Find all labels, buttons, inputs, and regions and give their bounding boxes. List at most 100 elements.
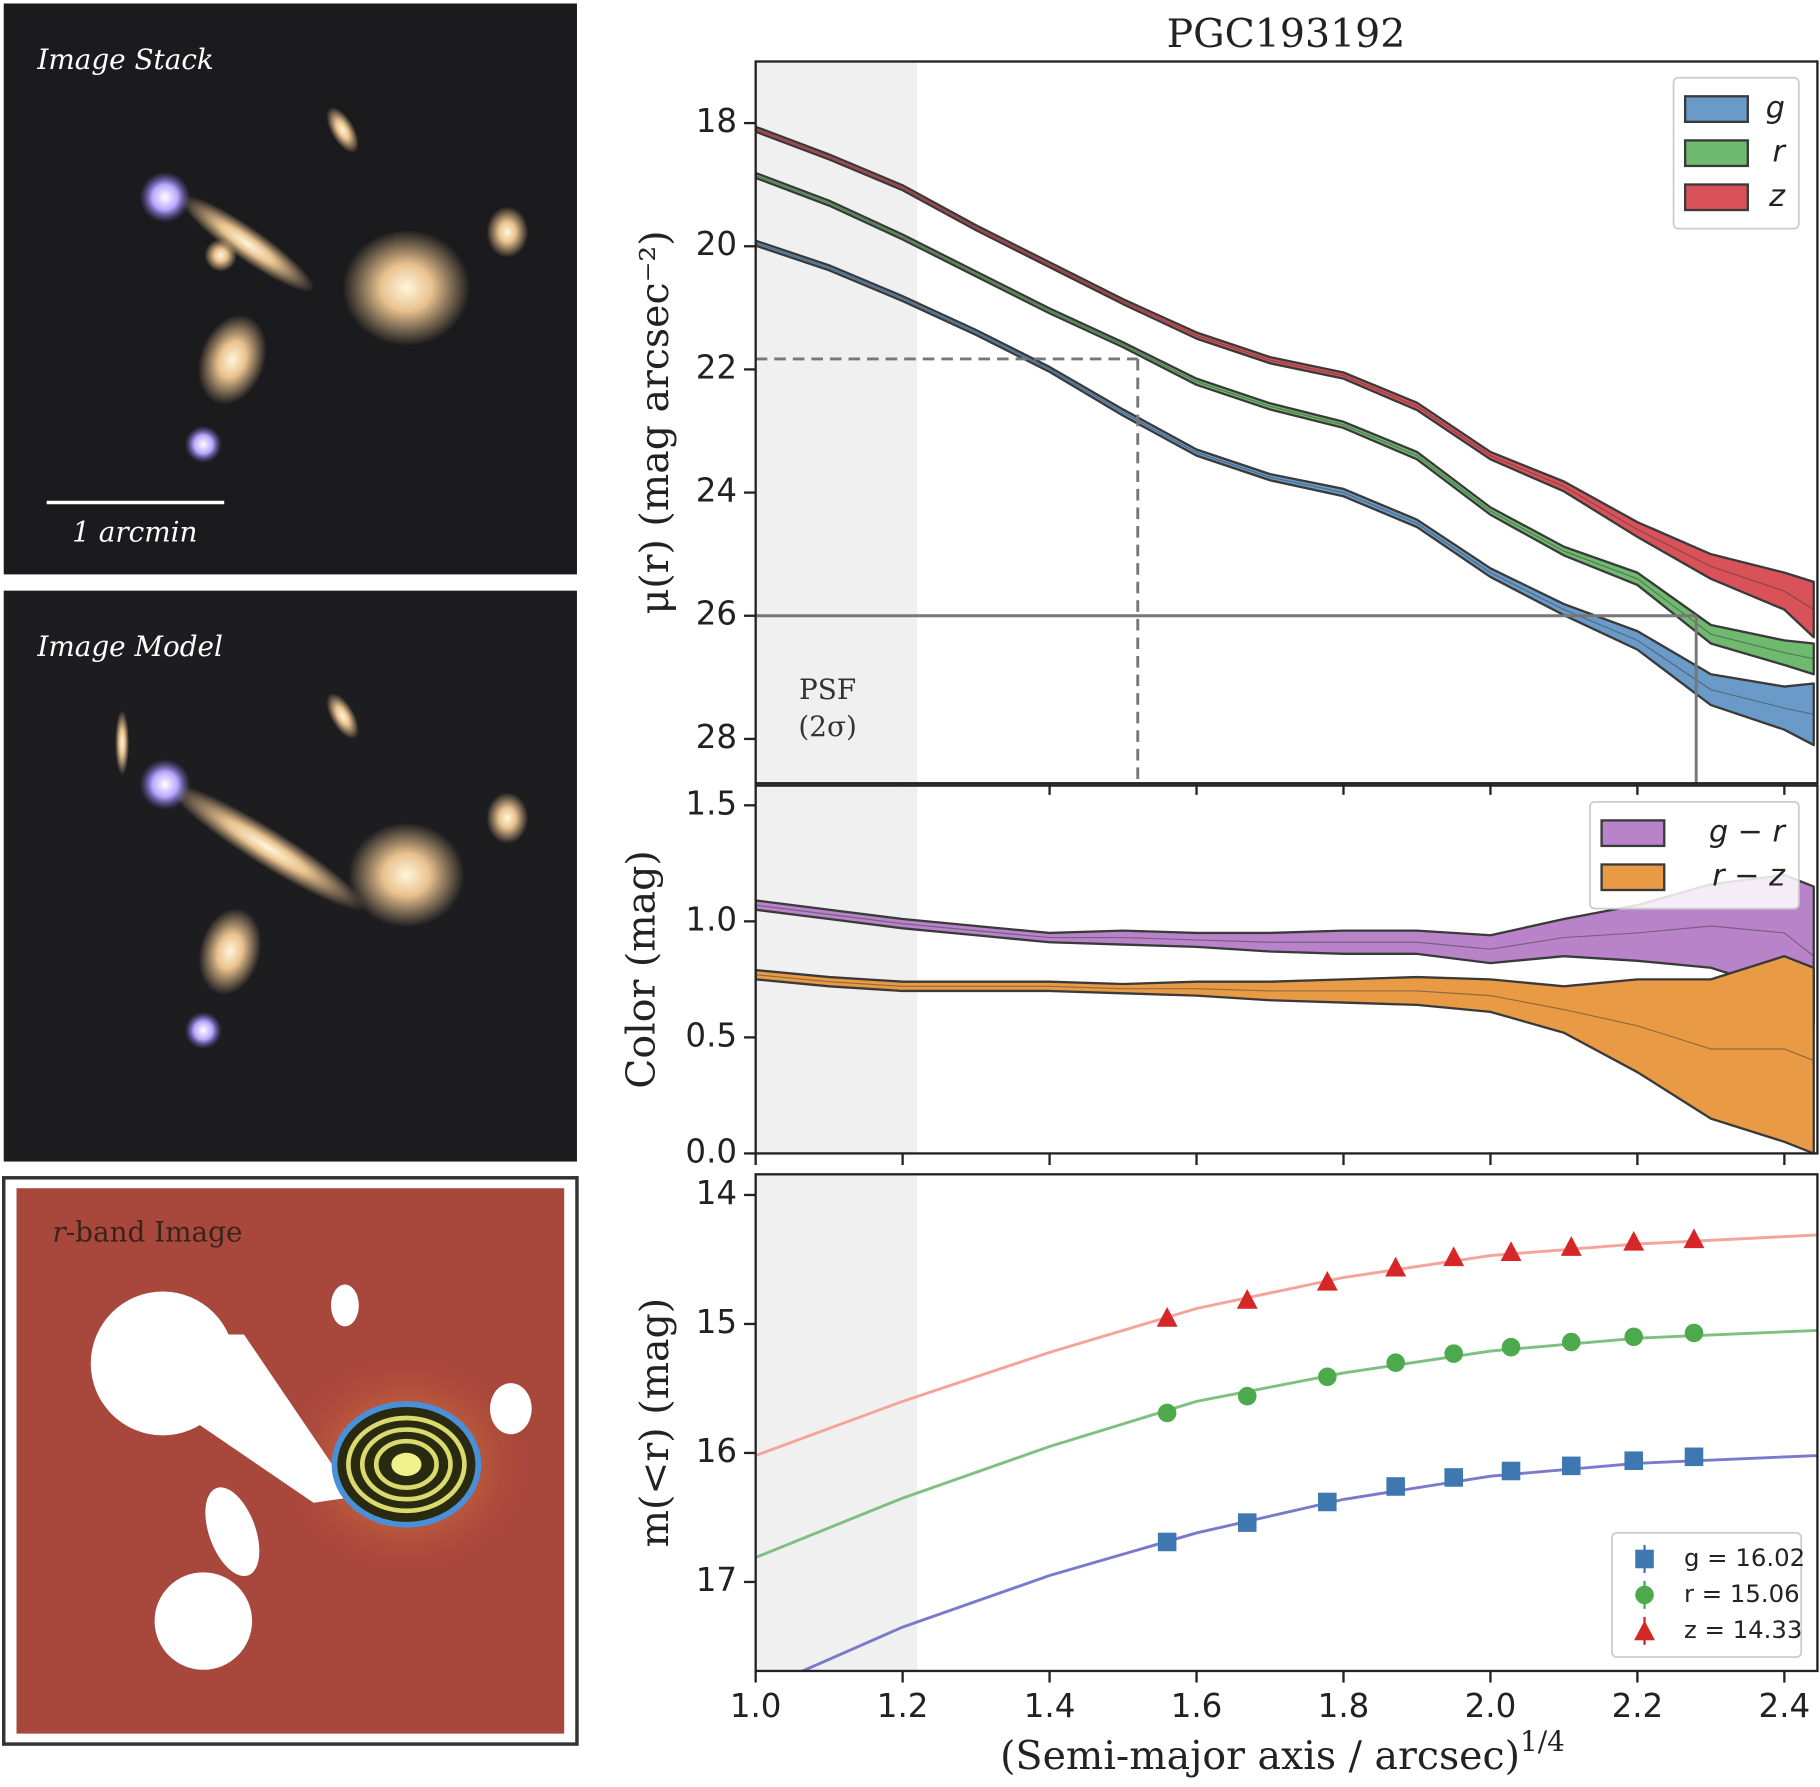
y-tick-label: 15: [696, 1303, 737, 1341]
fit-line: [755, 1328, 1818, 1559]
y-tick-label: 28: [696, 718, 737, 756]
profile-line: [755, 174, 1814, 660]
psf-region: [755, 785, 918, 1154]
point: [1501, 1337, 1521, 1357]
point: [1684, 1447, 1704, 1467]
image-label: r-band Image: [52, 1215, 242, 1248]
legend-swatch: [1600, 819, 1666, 848]
point: [1560, 1236, 1582, 1256]
point: [1237, 1386, 1257, 1406]
y-axis-label: μ(r) (mag arcsec⁻²): [632, 230, 678, 614]
fit-line: [799, 1454, 1818, 1671]
legend-label: g: [1766, 91, 1785, 126]
point: [1624, 1451, 1644, 1470]
point: [1157, 1403, 1177, 1423]
image-label: Image Stack: [36, 43, 213, 76]
point: [1561, 1332, 1581, 1352]
y-tick-label: 22: [696, 348, 737, 386]
psf-label: (2σ): [798, 710, 856, 743]
point: [1443, 1246, 1465, 1267]
legend-label: r = 15.06: [1684, 1579, 1800, 1608]
x-tick-label: 1.8: [1318, 1687, 1370, 1725]
y-tick-label: 0.5: [685, 1016, 737, 1054]
image-label-text: -band Image: [66, 1215, 243, 1248]
error-band: [755, 125, 1815, 639]
y-axis-label: Color (mag): [618, 850, 664, 1089]
y-tick-label: 1.0: [685, 900, 737, 938]
legend-swatch: [1683, 95, 1749, 124]
x-tick-label: 1.6: [1171, 1687, 1223, 1725]
r-band-image: r-band Image: [1, 1176, 579, 1746]
y-tick-label: 26: [696, 595, 737, 633]
fit-line: [755, 1233, 1818, 1457]
x-tick-label: 1.0: [730, 1687, 782, 1725]
point: [1501, 1461, 1521, 1481]
scale-label: 1 arcmin: [72, 515, 197, 548]
y-tick-label: 16: [696, 1432, 737, 1470]
point: [1624, 1327, 1644, 1347]
legend-label: g = 16.02: [1684, 1543, 1805, 1572]
point: [1444, 1468, 1463, 1487]
x-axis-label-superscript: 1/4: [1520, 1724, 1565, 1757]
band-label: r: [52, 1215, 67, 1248]
x-tick-label: 1.4: [1024, 1687, 1076, 1725]
legend-swatch: [1683, 183, 1749, 212]
point: [1635, 1549, 1654, 1569]
y-tick-label: 14: [696, 1174, 737, 1212]
profile-line: [755, 242, 1814, 715]
error-band: [755, 171, 1815, 676]
point: [1561, 1456, 1581, 1476]
point: [1386, 1477, 1405, 1496]
point: [1683, 1228, 1705, 1249]
point: [1386, 1353, 1405, 1372]
axes-frame: [754, 784, 1819, 1155]
y-tick-label: 17: [696, 1561, 737, 1599]
legend-swatch: [1600, 863, 1666, 892]
x-tick-label: 2.0: [1465, 1687, 1517, 1725]
legend-box: [1611, 1532, 1803, 1658]
profile-line: [755, 128, 1815, 611]
plot-area: [755, 873, 1815, 1154]
point: [1634, 1620, 1655, 1641]
image-stack: Image Stack 1 arcmin: [3, 3, 577, 575]
profile-line: [755, 974, 1814, 1062]
legend-label: g − r: [1709, 815, 1787, 850]
x-axis-label: (Semi-major axis / arcsec)1/4: [1000, 1724, 1565, 1779]
image-model: Image Model: [3, 590, 577, 1162]
x-tick-label: 2.2: [1612, 1687, 1664, 1725]
error-band: [755, 955, 1815, 1154]
image-label: Image Model: [36, 630, 223, 663]
y-tick-label: 18: [696, 102, 737, 140]
point: [1316, 1270, 1338, 1291]
y-tick-label: 1.5: [685, 784, 737, 822]
point: [1500, 1241, 1522, 1261]
error-band: [755, 239, 1815, 747]
y-tick-label: 24: [696, 472, 737, 510]
chart-title: PGC193192: [1167, 11, 1406, 57]
psf-label: PSF: [799, 673, 856, 706]
point: [1684, 1323, 1704, 1343]
legend-label: z = 14.33: [1684, 1615, 1802, 1644]
y-tick-label: 20: [696, 225, 737, 263]
psf-region: [755, 1174, 918, 1671]
profile-line: [755, 904, 1815, 957]
plot-area: [755, 1228, 1818, 1671]
point: [1157, 1532, 1177, 1552]
legend-label: z: [1768, 179, 1786, 214]
point: [1318, 1492, 1337, 1512]
point: [1444, 1344, 1463, 1363]
x-tick-label: 2.4: [1759, 1687, 1811, 1725]
point: [1623, 1230, 1645, 1251]
point: [1385, 1256, 1407, 1277]
point: [1635, 1585, 1654, 1605]
legend-label: r − z: [1712, 859, 1786, 894]
y-axis-label: m(<r) (mag): [632, 1298, 678, 1548]
point: [1237, 1513, 1257, 1532]
legend-swatch: [1683, 139, 1749, 168]
x-tick-label: 1.2: [877, 1687, 929, 1725]
point: [1318, 1367, 1337, 1387]
point: [1236, 1288, 1258, 1309]
point: [1156, 1307, 1178, 1327]
y-tick-label: 0.0: [685, 1132, 737, 1170]
